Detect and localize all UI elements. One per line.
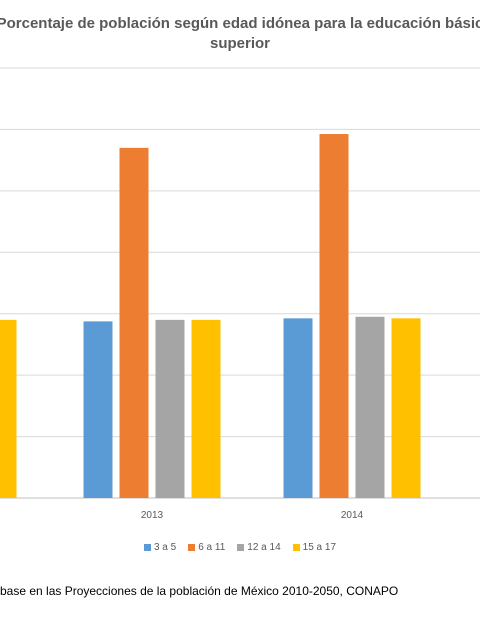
legend-item: 3 a 5 <box>143 542 177 553</box>
bar-6-a-11-2014 <box>319 134 349 499</box>
chart-plot-area: 2013 2014 <box>0 67 480 521</box>
chart-legend: 3 a 5 6 a 11 12 a 14 15 a 17 <box>0 542 480 553</box>
legend-label: 12 a 14 <box>247 542 281 553</box>
source-note: base en las Proyecciones de la población… <box>0 584 399 598</box>
bar-6-a-11-2013 <box>119 147 149 498</box>
legend-item: 12 a 14 <box>237 542 281 553</box>
bar-12-a-14-2013 <box>155 319 185 498</box>
legend-swatch <box>292 543 300 551</box>
bar-15-a-17-2013 <box>191 319 221 498</box>
bar-12-a-14-2014 <box>355 316 385 498</box>
legend-item: 15 a 17 <box>292 542 337 553</box>
x-tick-label: 2014 <box>341 510 364 521</box>
x-tick-label: 2013 <box>141 510 164 521</box>
legend-swatch <box>237 543 245 551</box>
bar-15-a-17-2014 <box>391 318 421 498</box>
legend-label: 15 a 17 <box>302 542 337 553</box>
legend-swatch <box>143 543 151 551</box>
bar-3-a-5-2013 <box>83 321 113 498</box>
legend-label: 3 a 5 <box>153 542 177 553</box>
legend-swatch <box>188 543 196 551</box>
legend-item: 6 a 11 <box>188 542 225 553</box>
bar-15-a-17-2012 <box>0 319 17 498</box>
bar-3-a-5-2014 <box>283 318 313 498</box>
legend-label: 6 a 11 <box>198 542 226 553</box>
chart-title: Porcentaje de población según edad idóne… <box>0 15 480 52</box>
